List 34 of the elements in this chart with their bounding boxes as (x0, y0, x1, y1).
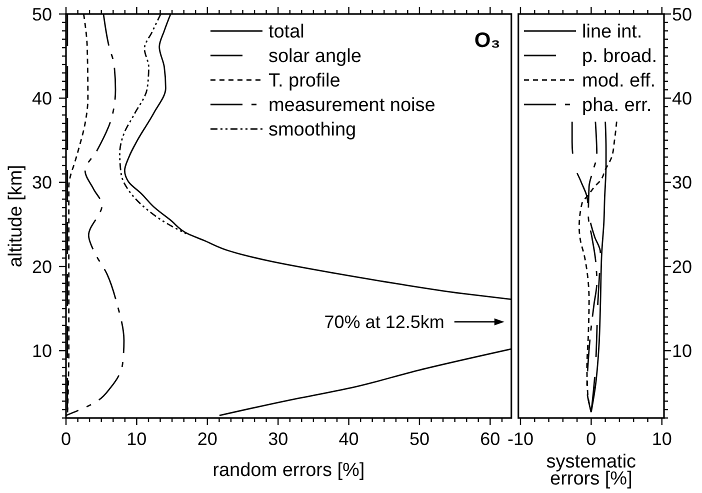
legend-label: smoothing (268, 120, 356, 141)
legend-label: line int. (582, 22, 642, 43)
x-tick-label: 50 (409, 429, 430, 449)
y-tick-label: 50 (32, 4, 52, 24)
legend-label: p. broad. (582, 46, 657, 68)
x-tick-label: 30 (268, 429, 288, 449)
legend-label: total (268, 22, 304, 43)
y-tick-label: 40 (32, 88, 52, 108)
y-tick-label: 10 (32, 340, 52, 361)
x-axis-title: random errors [%] (212, 460, 365, 481)
legend-label: solar angle (268, 46, 362, 68)
y-tick-label: 30 (672, 172, 692, 193)
x-tick-label: 10 (652, 429, 672, 449)
x-tick-label: 0 (586, 429, 596, 449)
legend-label: T. profile (268, 70, 340, 92)
annotation: 70% at 12.5km (324, 312, 444, 332)
legend-label: mod. eff. (582, 70, 656, 92)
y-tick-label: 40 (672, 88, 692, 108)
x-tick-label: -10 (507, 429, 534, 449)
x-tick-label: 40 (338, 429, 359, 449)
y-tick-label: 20 (32, 256, 52, 277)
x-tick-label: 60 (480, 429, 500, 449)
y-tick-label: 30 (32, 172, 52, 193)
legend-label: measurement noise (268, 95, 436, 116)
y-tick-label: 10 (672, 340, 692, 361)
text: O₃ (474, 29, 500, 52)
x-tick-label: 20 (197, 429, 218, 449)
legend-label: pha. err. (582, 95, 652, 116)
x-tick-label: 0 (60, 429, 72, 449)
y-tick-label: 50 (672, 4, 692, 24)
y-axis-title: altitude [km] (6, 164, 27, 268)
y-tick-label: 20 (672, 256, 692, 277)
x-tick-label: 10 (126, 429, 147, 449)
x-axis-title: systematic errors [%] (546, 452, 636, 490)
